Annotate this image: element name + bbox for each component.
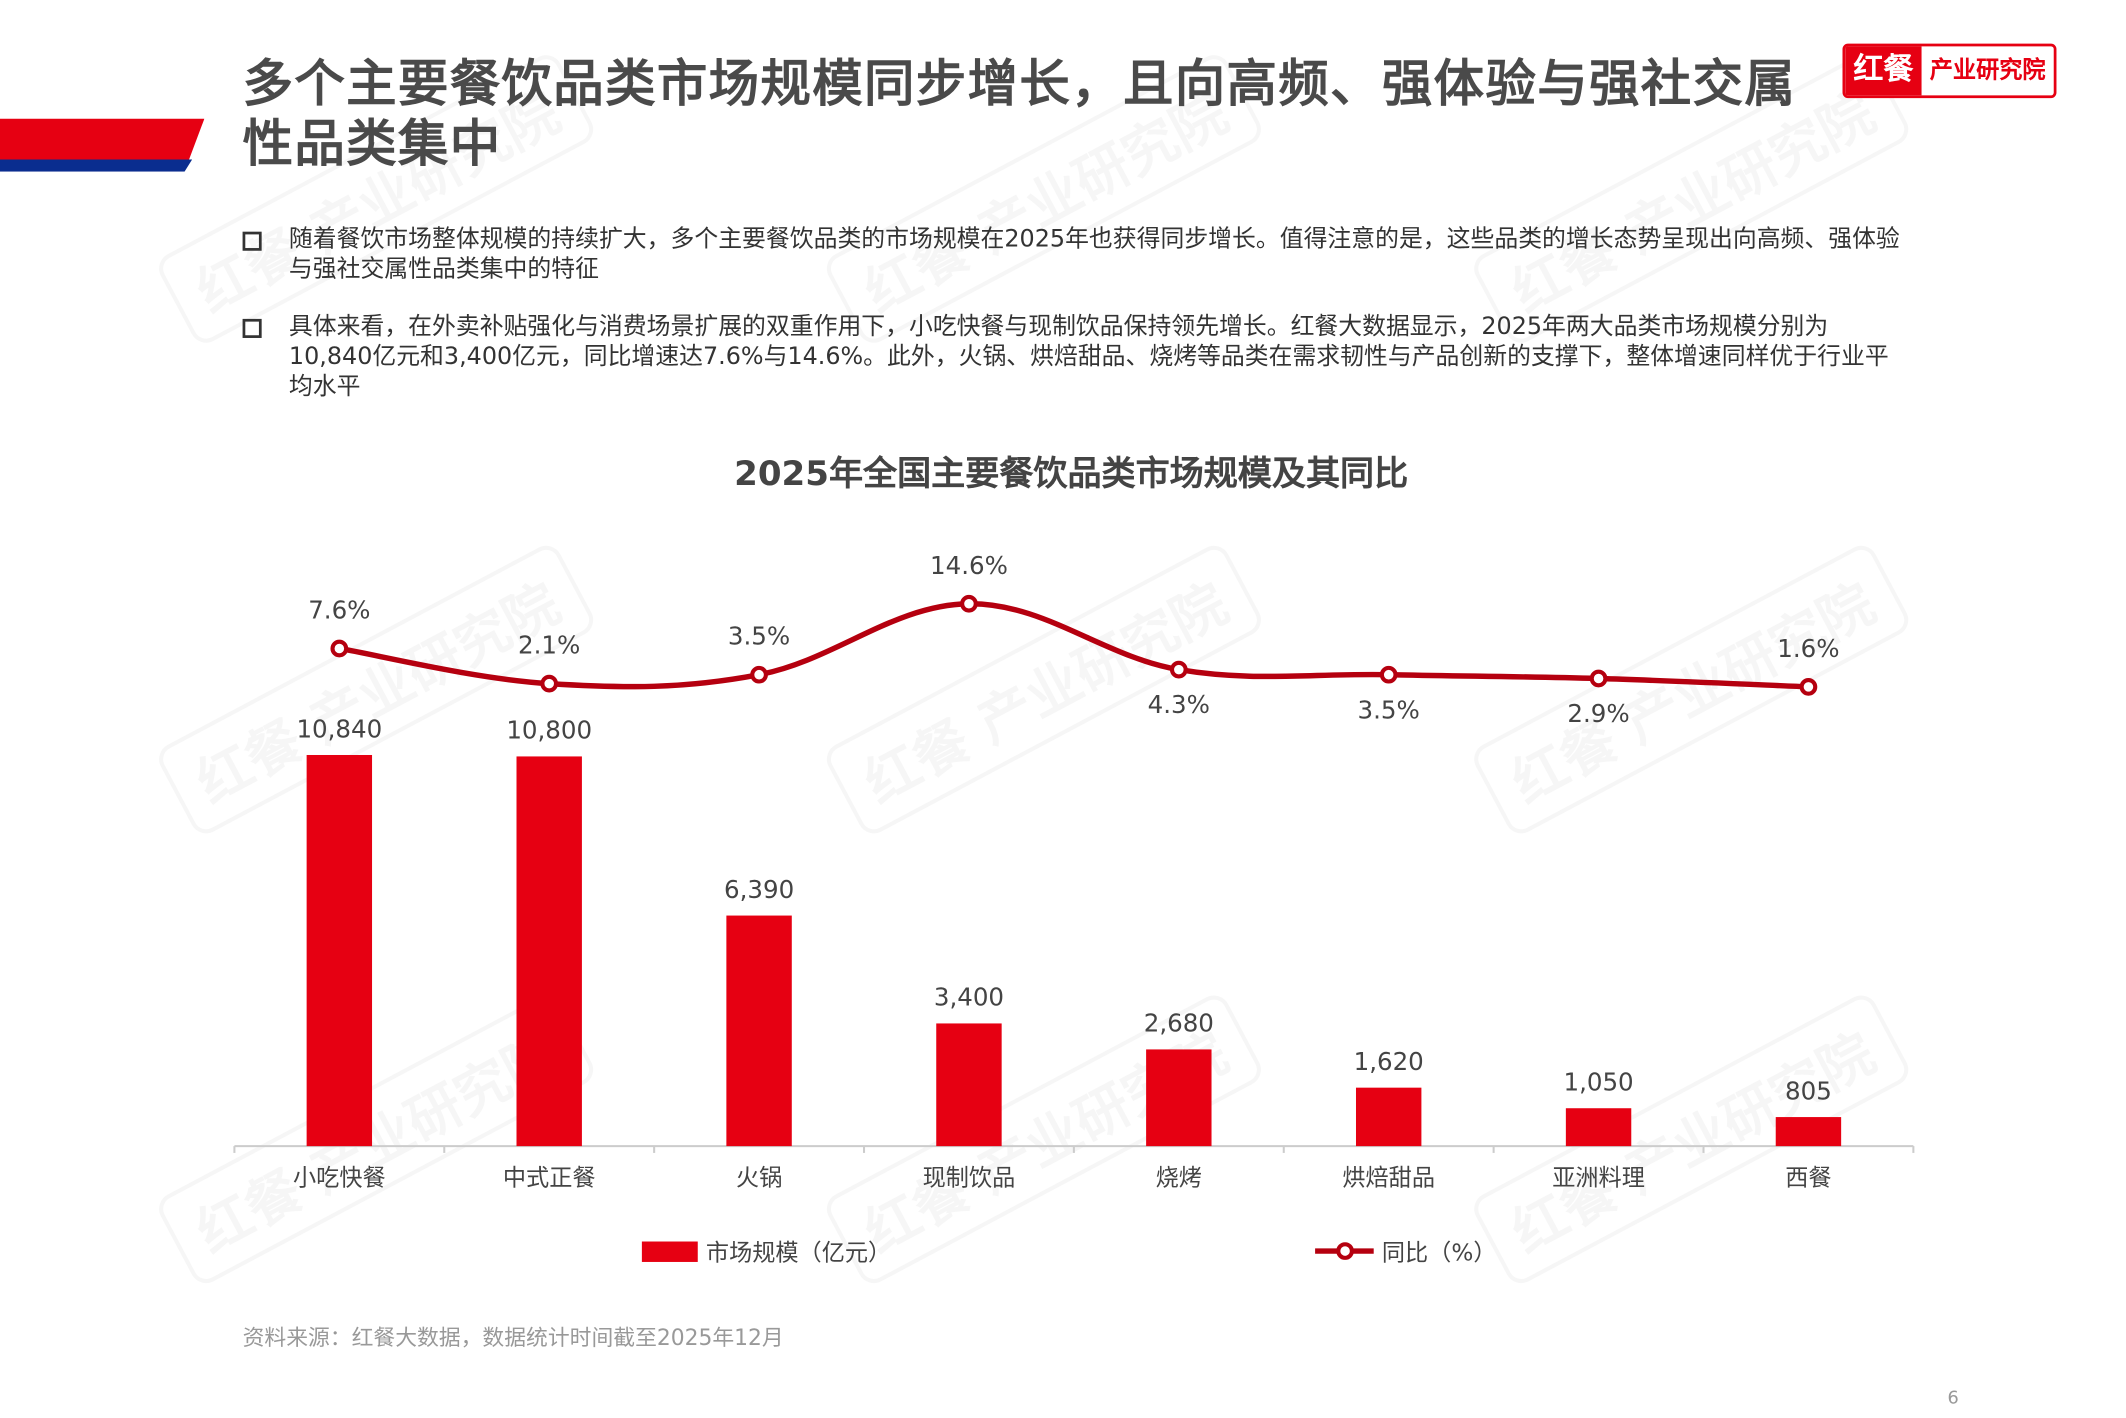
page-number: 6 [1947,1388,1959,1410]
bar-value-label: 1,620 [1354,1047,1424,1076]
bar-value-label: 1,050 [1563,1068,1633,1097]
bar-小吃快餐 [306,754,373,1147]
growth-value-label: 3.5% [728,622,790,651]
growth-value-label: 1.6% [1777,634,1839,663]
category-label: 亚洲料理 [1552,1166,1645,1192]
category-label: 小吃快餐 [293,1166,386,1192]
category-label: 烘焙甜品 [1342,1166,1435,1192]
growth-point [750,665,768,684]
logo: 红餐 产业研究院 [1842,43,2057,99]
growth-point [1799,677,1818,696]
growth-value-label: 4.3% [1148,690,1210,719]
bullet-square-icon [242,318,262,338]
bar-中式正餐 [516,756,582,1147]
category-label: 烧烤 [1156,1166,1202,1192]
bar-value-label: 10,800 [506,716,592,745]
growth-value-label: 7.6% [308,596,370,625]
source-note: 资料来源：红餐大数据，数据统计时间截至2025年12月 [242,1324,784,1351]
growth-line [338,601,1809,690]
bar-烧烤 [1146,1049,1212,1147]
bar-烘焙甜品 [1355,1087,1422,1147]
bar-火锅 [726,915,792,1147]
bullet-paragraph-1: 随着餐饮市场整体规模的持续扩大，多个主要餐饮品类的市场规模在2025年也获得同步… [242,225,1906,285]
category-label: 火锅 [736,1166,782,1192]
bar-现制饮品 [936,1023,1002,1147]
growth-point [1169,660,1188,679]
logo-part2: 产业研究院 [1929,57,2046,85]
growth-value-label: 2.9% [1567,699,1629,728]
category-label: 中式正餐 [503,1166,596,1192]
growth-point [330,639,349,658]
legend-bar-swatch [641,1241,698,1262]
growth-point [1379,665,1398,684]
logo-part1: 红餐 [1845,46,1922,96]
legend-line-label: 同比（%） [1382,1241,1497,1267]
header-banner-red [0,118,205,163]
bar-value-label: 6,390 [724,875,794,904]
page-title: 多个主要餐饮品类市场规模同步增长，且向高频、强体验与强社交属性品类集中 [242,54,1797,174]
growth-point [960,594,978,613]
category-label: 西餐 [1785,1166,1831,1192]
growth-value-label: 14.6% [930,551,1008,580]
chart-title: 2025年全国主要餐饮品类市场规模及其同比 [734,453,1409,494]
legend-bar-label: 市场规模（亿元） [706,1241,891,1267]
bar-西餐 [1775,1117,1842,1147]
bar-value-label: 10,840 [296,714,382,743]
growth-point [1589,669,1608,688]
bar-亚洲料理 [1565,1108,1632,1147]
legend-line-marker [1336,1242,1354,1260]
bullet-paragraph-2: 具体来看，在外卖补贴强化与消费场景扩展的双重作用下，小吃快餐与现制饮品保持领先增… [242,312,1906,402]
bar-value-label: 805 [1785,1076,1832,1105]
bullet-square-icon [242,231,262,251]
growth-value-label: 2.1% [518,631,580,660]
header-banner-blue [0,159,193,172]
growth-point [540,674,559,693]
bar-value-label: 2,680 [1144,1009,1214,1038]
growth-value-label: 3.5% [1358,695,1420,724]
bar-value-label: 3,400 [934,983,1004,1012]
category-label: 现制饮品 [923,1166,1016,1192]
